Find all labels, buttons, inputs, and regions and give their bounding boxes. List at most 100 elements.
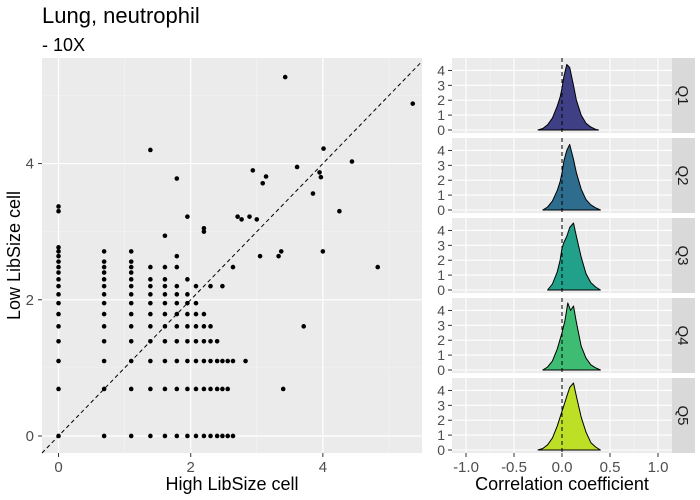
scatter-y-tick-label: 4: [26, 156, 34, 173]
density-area: [542, 144, 601, 211]
scatter-point: [294, 164, 300, 170]
scatter-point: [56, 283, 61, 289]
scatter-point: [193, 358, 199, 364]
scatter-point: [148, 277, 153, 282]
scatter-point: [174, 253, 180, 259]
scatter-point: [128, 249, 134, 254]
scatter-point: [193, 311, 199, 317]
density-area: [542, 302, 601, 371]
scatter-point: [162, 311, 168, 317]
scatter-point: [101, 311, 107, 317]
facet-y-tick-label: 0: [437, 282, 445, 298]
scatter-point: [193, 339, 199, 344]
scatter-point: [101, 264, 107, 270]
scatter-point: [56, 339, 61, 344]
scatter-point: [101, 339, 107, 344]
scatter-point: [225, 386, 231, 392]
scatter-panel: 0 2 4 0 2 4: [26, 58, 423, 476]
scatter-point: [56, 270, 61, 275]
chart-title: Lung, neutrophil: [42, 3, 200, 28]
scatter-point: [174, 433, 180, 439]
scatter-point: [128, 433, 134, 439]
scatter-point: [230, 433, 236, 439]
density-x-tick-label: 0.0: [552, 459, 573, 476]
scatter-point: [56, 204, 61, 209]
facet-strip-label: Q2: [674, 165, 691, 185]
scatter-point: [162, 386, 168, 392]
scatter-point: [128, 300, 134, 306]
scatter-point: [257, 253, 263, 259]
scatter-point: [101, 249, 107, 254]
scatter-point: [148, 339, 153, 344]
scatter-point: [174, 283, 180, 289]
scatter-x-tick-label: 2: [187, 459, 195, 476]
scatter-point: [101, 324, 107, 329]
scatter-point: [185, 358, 190, 364]
density-facets: 01234Q101234Q201234Q301234Q401234Q5-1.0-…: [437, 58, 695, 476]
facet-y-tick-label: 4: [437, 142, 445, 158]
scatter-point: [185, 214, 190, 219]
facet-y-tick-label: 1: [437, 427, 445, 443]
scatter-point: [337, 208, 342, 214]
scatter-point: [410, 101, 416, 106]
scatter-point: [280, 386, 286, 392]
scatter-point: [56, 245, 61, 250]
facet-y-tick-label: 3: [437, 77, 445, 93]
scatter-point: [148, 283, 153, 289]
scatter-point: [162, 324, 168, 329]
scatter-point: [148, 311, 153, 317]
scatter-point: [101, 433, 107, 439]
scatter-point: [174, 300, 180, 306]
facet-y-tick-label: 3: [437, 397, 445, 413]
scatter-point: [148, 433, 153, 439]
facet-y-tick-label: 3: [437, 237, 445, 253]
scatter-point: [201, 225, 207, 231]
scatter-x-tick-label: 4: [319, 459, 327, 476]
facet-y-tick-label: 0: [437, 442, 445, 458]
facet-y-tick-label: 2: [437, 172, 445, 188]
scatter-point: [214, 339, 220, 344]
scatter-point: [201, 324, 207, 329]
scatter-point: [208, 386, 213, 392]
scatter-point: [101, 270, 107, 275]
scatter-point: [101, 300, 107, 306]
facet-y-tick-label: 3: [437, 317, 445, 333]
scatter-point: [185, 311, 190, 317]
scatter-point: [193, 386, 199, 392]
density-x-tick-label: -0.5: [501, 459, 527, 476]
scatter-point: [193, 283, 199, 289]
scatter-point: [235, 214, 240, 219]
facet-strip-label: Q5: [674, 405, 691, 425]
scatter-point: [201, 229, 207, 234]
scatter-point: [174, 292, 180, 297]
scatter-x-tick-label: 0: [54, 459, 62, 476]
scatter-point: [220, 433, 225, 439]
facet-strip: [672, 298, 695, 373]
scatter-point: [250, 168, 256, 173]
facet-y-tick-label: 0: [437, 362, 445, 378]
scatter-point: [56, 208, 61, 214]
scatter-point: [301, 324, 307, 329]
scatter-point: [101, 277, 107, 282]
scatter-point: [101, 386, 107, 392]
scatter-point: [278, 249, 284, 254]
scatter-point: [214, 386, 220, 392]
scatter-point: [128, 386, 134, 392]
scatter-point: [220, 283, 225, 289]
scatter-x-axis-title: High LibSize cell: [165, 474, 298, 494]
density-x-axis-title: Correlation coefficient: [475, 474, 649, 494]
scatter-point: [318, 174, 324, 180]
scatter-point: [349, 159, 355, 164]
scatter-point: [193, 300, 199, 306]
scatter-point: [128, 270, 134, 275]
scatter-point: [56, 300, 61, 306]
scatter-point: [320, 249, 326, 254]
density-x-tick-label: 0.5: [600, 459, 621, 476]
facet-y-tick-label: 4: [437, 62, 445, 78]
scatter-point: [174, 339, 180, 344]
scatter-point: [56, 433, 61, 439]
